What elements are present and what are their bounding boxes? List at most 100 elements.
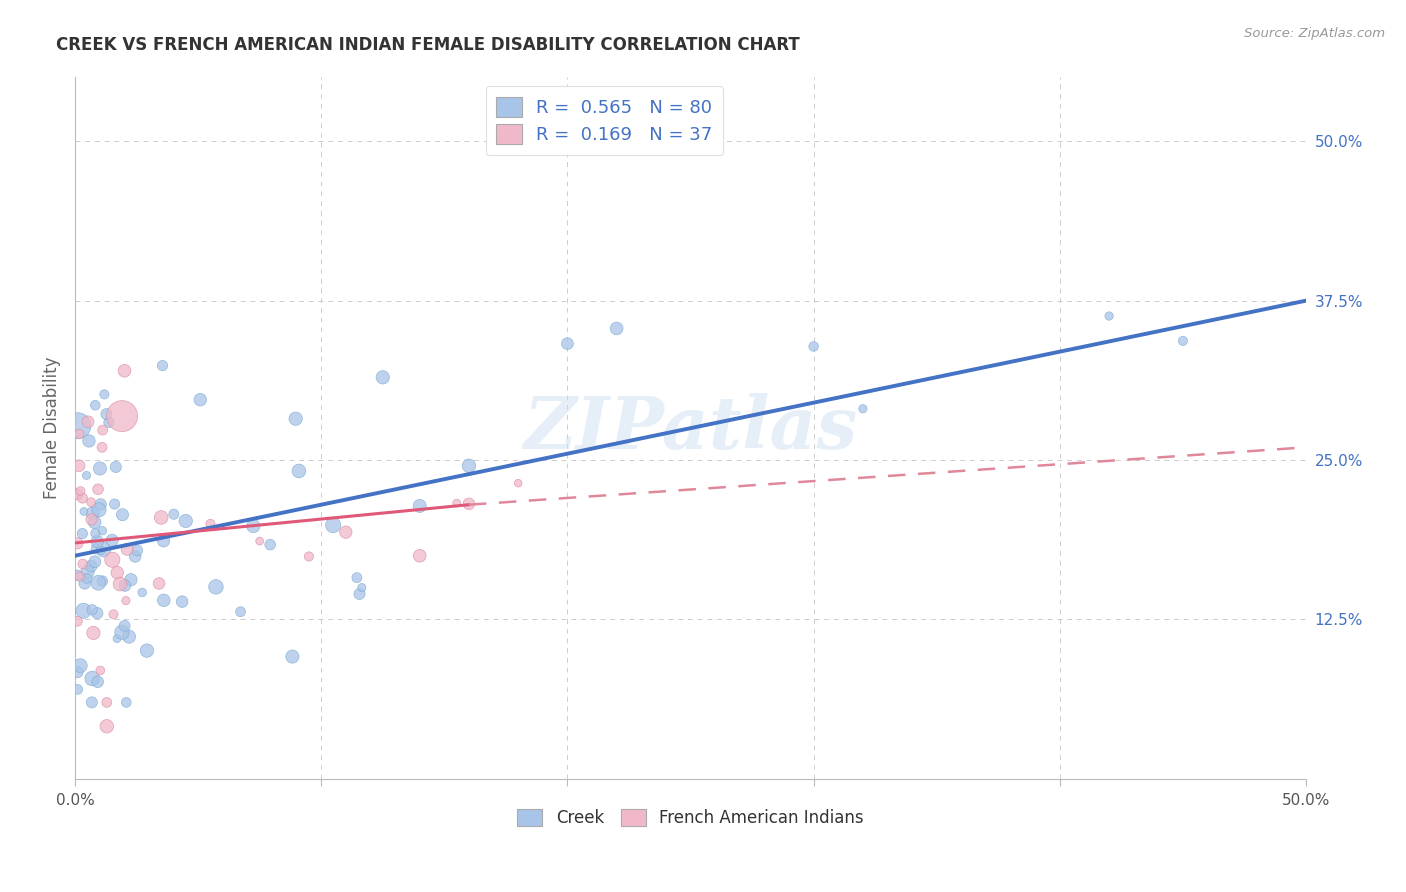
Point	[105, 566, 128, 580]
Point	[120, 573, 142, 587]
Point	[163, 507, 186, 521]
Point	[97, 416, 120, 430]
Point	[76, 565, 98, 579]
Point	[76, 468, 98, 483]
Point	[80, 695, 103, 709]
Point	[80, 495, 103, 509]
Point	[108, 577, 131, 591]
Point	[82, 626, 104, 640]
Point	[77, 434, 100, 448]
Point	[84, 526, 107, 541]
Point	[80, 559, 103, 574]
Legend: Creek, French American Indians: Creek, French American Indians	[510, 802, 870, 834]
Point	[89, 664, 111, 678]
Point	[114, 578, 136, 592]
Point	[86, 534, 108, 549]
Point	[96, 719, 118, 733]
Point	[115, 695, 138, 709]
Point	[66, 487, 89, 501]
Point	[284, 411, 307, 425]
Point	[80, 603, 103, 617]
Point	[249, 534, 271, 549]
Point	[72, 491, 94, 505]
Point	[152, 593, 174, 607]
Point	[67, 426, 90, 441]
Point	[67, 458, 90, 473]
Point	[69, 569, 91, 583]
Point	[80, 512, 103, 526]
Point	[91, 423, 114, 437]
Point	[72, 557, 94, 571]
Point	[93, 542, 115, 557]
Point	[446, 496, 468, 510]
Point	[458, 458, 481, 473]
Point	[409, 549, 432, 563]
Point	[111, 508, 134, 522]
Point	[66, 568, 89, 582]
Point	[174, 514, 197, 528]
Point	[93, 387, 115, 401]
Point	[114, 619, 136, 633]
Point	[66, 682, 89, 697]
Point	[90, 498, 112, 512]
Point	[87, 575, 110, 590]
Point	[606, 321, 628, 335]
Point	[152, 359, 174, 373]
Point	[152, 533, 174, 548]
Point	[84, 398, 107, 412]
Point	[335, 525, 357, 540]
Point	[298, 549, 321, 564]
Point	[350, 581, 373, 595]
Point	[281, 649, 304, 664]
Point	[73, 504, 96, 518]
Point	[82, 507, 104, 521]
Point	[72, 526, 94, 541]
Point	[852, 401, 875, 416]
Point	[89, 461, 111, 475]
Point	[259, 538, 281, 552]
Point	[124, 549, 146, 564]
Point	[83, 516, 105, 530]
Point	[1171, 334, 1194, 348]
Point	[105, 632, 128, 646]
Point	[458, 497, 481, 511]
Point	[371, 370, 394, 384]
Point	[115, 593, 138, 607]
Point	[96, 407, 118, 421]
Point	[66, 665, 89, 679]
Point	[91, 440, 114, 454]
Point	[103, 607, 125, 622]
Point	[188, 392, 211, 407]
Text: ZIPatlas: ZIPatlas	[523, 392, 858, 464]
Point	[69, 658, 91, 673]
Point	[101, 553, 124, 567]
Point	[72, 604, 94, 618]
Point	[66, 418, 89, 433]
Text: CREEK VS FRENCH AMERICAN INDIAN FEMALE DISABILITY CORRELATION CHART: CREEK VS FRENCH AMERICAN INDIAN FEMALE D…	[56, 36, 800, 54]
Point	[83, 555, 105, 569]
Point	[288, 464, 311, 478]
Point	[349, 587, 371, 601]
Point	[242, 519, 264, 533]
Point	[172, 594, 194, 608]
Point	[66, 536, 89, 550]
Point	[346, 571, 368, 585]
Point	[409, 499, 432, 513]
Text: Source: ZipAtlas.com: Source: ZipAtlas.com	[1244, 27, 1385, 40]
Point	[103, 497, 125, 511]
Point	[87, 503, 110, 517]
Point	[557, 336, 579, 351]
Point	[131, 585, 153, 599]
Point	[1098, 309, 1121, 323]
Point	[114, 364, 136, 378]
Point	[111, 409, 134, 423]
Point	[86, 541, 108, 556]
Point	[111, 625, 134, 640]
Point	[803, 339, 825, 353]
Point	[86, 606, 108, 620]
Point	[76, 571, 98, 585]
Point	[90, 543, 112, 558]
Point	[96, 695, 118, 709]
Point	[77, 415, 100, 429]
Point	[229, 605, 252, 619]
